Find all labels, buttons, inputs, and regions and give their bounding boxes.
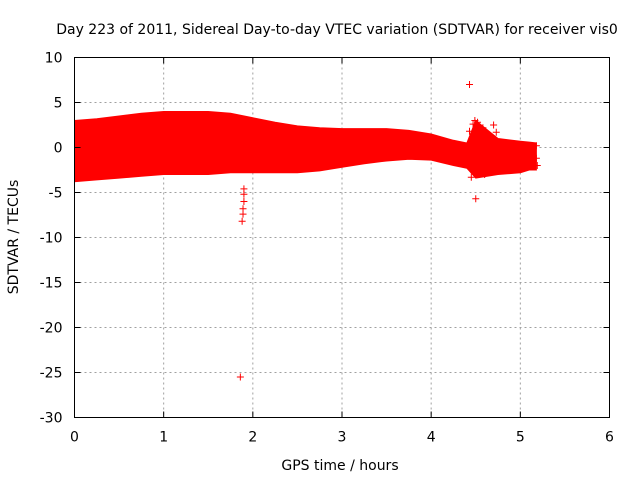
x-axis-label: GPS time / hours (281, 458, 398, 474)
data-point-plus (532, 142, 540, 150)
data-point-plus (466, 127, 474, 135)
y-tick-label: -30 (40, 411, 63, 427)
y-tick-labels: 10 5 0 -5 -10 -15 -20 -25 -30 (40, 51, 63, 427)
y-tick-label: -10 (40, 231, 63, 247)
y-tick-label: 10 (45, 51, 63, 67)
data-point-plus (479, 124, 487, 132)
data-point-plus (482, 129, 490, 137)
data-point-plus (474, 118, 482, 126)
data-point-plus (469, 120, 477, 128)
x-tick-label: 3 (338, 430, 347, 446)
grid-lines (74, 57, 610, 418)
y-tick-label: 5 (54, 96, 63, 112)
y-tick-label: -15 (40, 276, 63, 292)
data-band (74, 111, 537, 183)
data-point-plus (466, 81, 474, 88)
data-points (236, 81, 541, 381)
axis-ticks (74, 57, 610, 418)
data-point-plus (238, 217, 246, 225)
data-point-plus (472, 195, 480, 203)
data-point-plus (481, 171, 489, 178)
data-point-plus (463, 157, 471, 165)
x-tick-label: 1 (159, 430, 168, 446)
data-point-plus (533, 162, 541, 169)
data-point-plus (240, 198, 248, 205)
data-point-plus (490, 121, 498, 129)
data-point-plus (236, 373, 244, 381)
sdtvar-band (74, 111, 537, 183)
x-tick-labels: 0 1 2 3 4 5 6 (70, 430, 614, 446)
data-point-plus (467, 173, 475, 181)
x-tick-label: 4 (427, 430, 436, 446)
chart-title: Day 223 of 2011, Sidereal Day-to-day VTE… (56, 22, 618, 38)
y-tick-label: 0 (54, 141, 63, 157)
x-tick-label: 5 (516, 430, 525, 446)
y-tick-label: -20 (40, 321, 63, 337)
y-tick-label: -25 (40, 366, 63, 382)
data-point-plus (532, 154, 540, 162)
x-tick-label: 6 (605, 430, 614, 446)
data-point-plus (492, 128, 500, 136)
y-axis-label: SDTVAR / TECUs (6, 180, 22, 295)
data-point-plus (239, 205, 247, 213)
y-tick-label: -5 (49, 186, 63, 202)
x-tick-label: 0 (70, 430, 79, 446)
x-tick-label: 2 (248, 430, 257, 446)
data-point-plus (240, 185, 248, 193)
